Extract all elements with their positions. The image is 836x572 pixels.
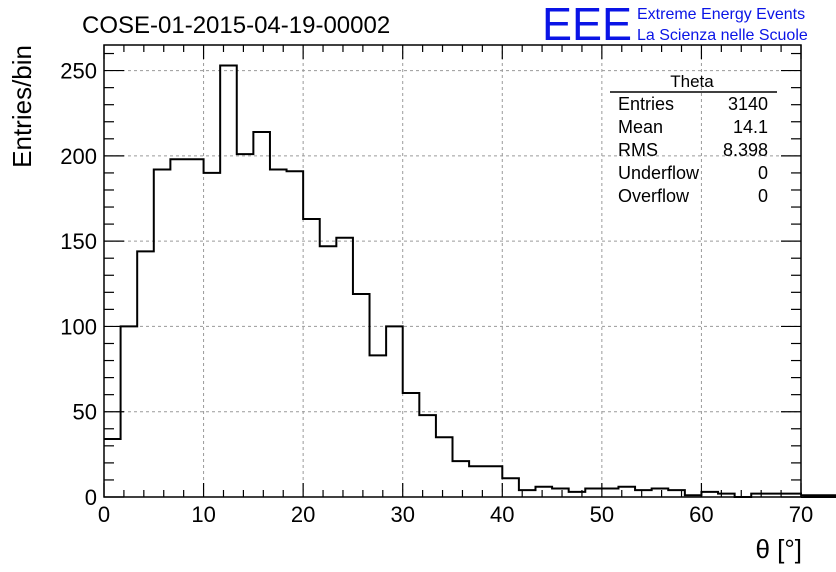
- y-tick-label: 150: [60, 229, 97, 254]
- logo-line-1: Extreme Energy Events: [637, 6, 805, 23]
- x-tick-label: 0: [98, 502, 110, 527]
- stats-box: Theta Entries 3140 Mean 14.1 RMS 8.398 Underfl…: [610, 72, 777, 206]
- x-tick-label: 20: [291, 502, 315, 527]
- x-axis-label: θ [°]: [755, 534, 802, 564]
- y-tick-label: 100: [60, 314, 97, 339]
- x-tick-label: 40: [490, 502, 514, 527]
- axis-ticks: [103, 45, 802, 498]
- stats-label: Mean: [618, 117, 663, 137]
- stats-title: Theta: [670, 72, 714, 91]
- logo-text: EEE: [542, 0, 632, 50]
- y-axis-label: Entries/bin: [7, 45, 37, 168]
- stats-value: 14.1: [733, 117, 768, 137]
- stats-value: 0: [758, 186, 768, 206]
- stats-label: Overflow: [618, 186, 690, 206]
- stats-value: 3140: [728, 94, 768, 114]
- tick-labels: 0 10 20 30 40 50 60 70 0 50 100 150 200 250: [60, 59, 813, 527]
- grid-lines: [104, 45, 801, 497]
- plot-frame: [103, 44, 802, 498]
- chart-title: COSE-01-2015-04-19-00002: [82, 12, 390, 39]
- y-tick-label: 200: [60, 144, 97, 169]
- eee-logo: EEE Extreme Energy Events La Scienza nel…: [542, 0, 808, 50]
- y-tick-label: 50: [73, 400, 97, 425]
- logo-line-2: La Scienza nelle Scuole: [637, 27, 808, 44]
- x-tick-label: 70: [789, 502, 813, 527]
- stats-label: Underflow: [618, 163, 700, 183]
- stats-value: 8.398: [723, 140, 768, 160]
- y-tick-label: 250: [60, 59, 97, 84]
- x-tick-label: 60: [689, 502, 713, 527]
- stats-label: RMS: [618, 140, 658, 160]
- x-tick-label: 10: [191, 502, 215, 527]
- x-tick-label: 30: [390, 502, 414, 527]
- y-tick-label: 0: [85, 485, 97, 510]
- stats-label: Entries: [618, 94, 674, 114]
- x-tick-label: 50: [590, 502, 614, 527]
- stats-value: 0: [758, 163, 768, 183]
- histogram-outline: [104, 64, 836, 498]
